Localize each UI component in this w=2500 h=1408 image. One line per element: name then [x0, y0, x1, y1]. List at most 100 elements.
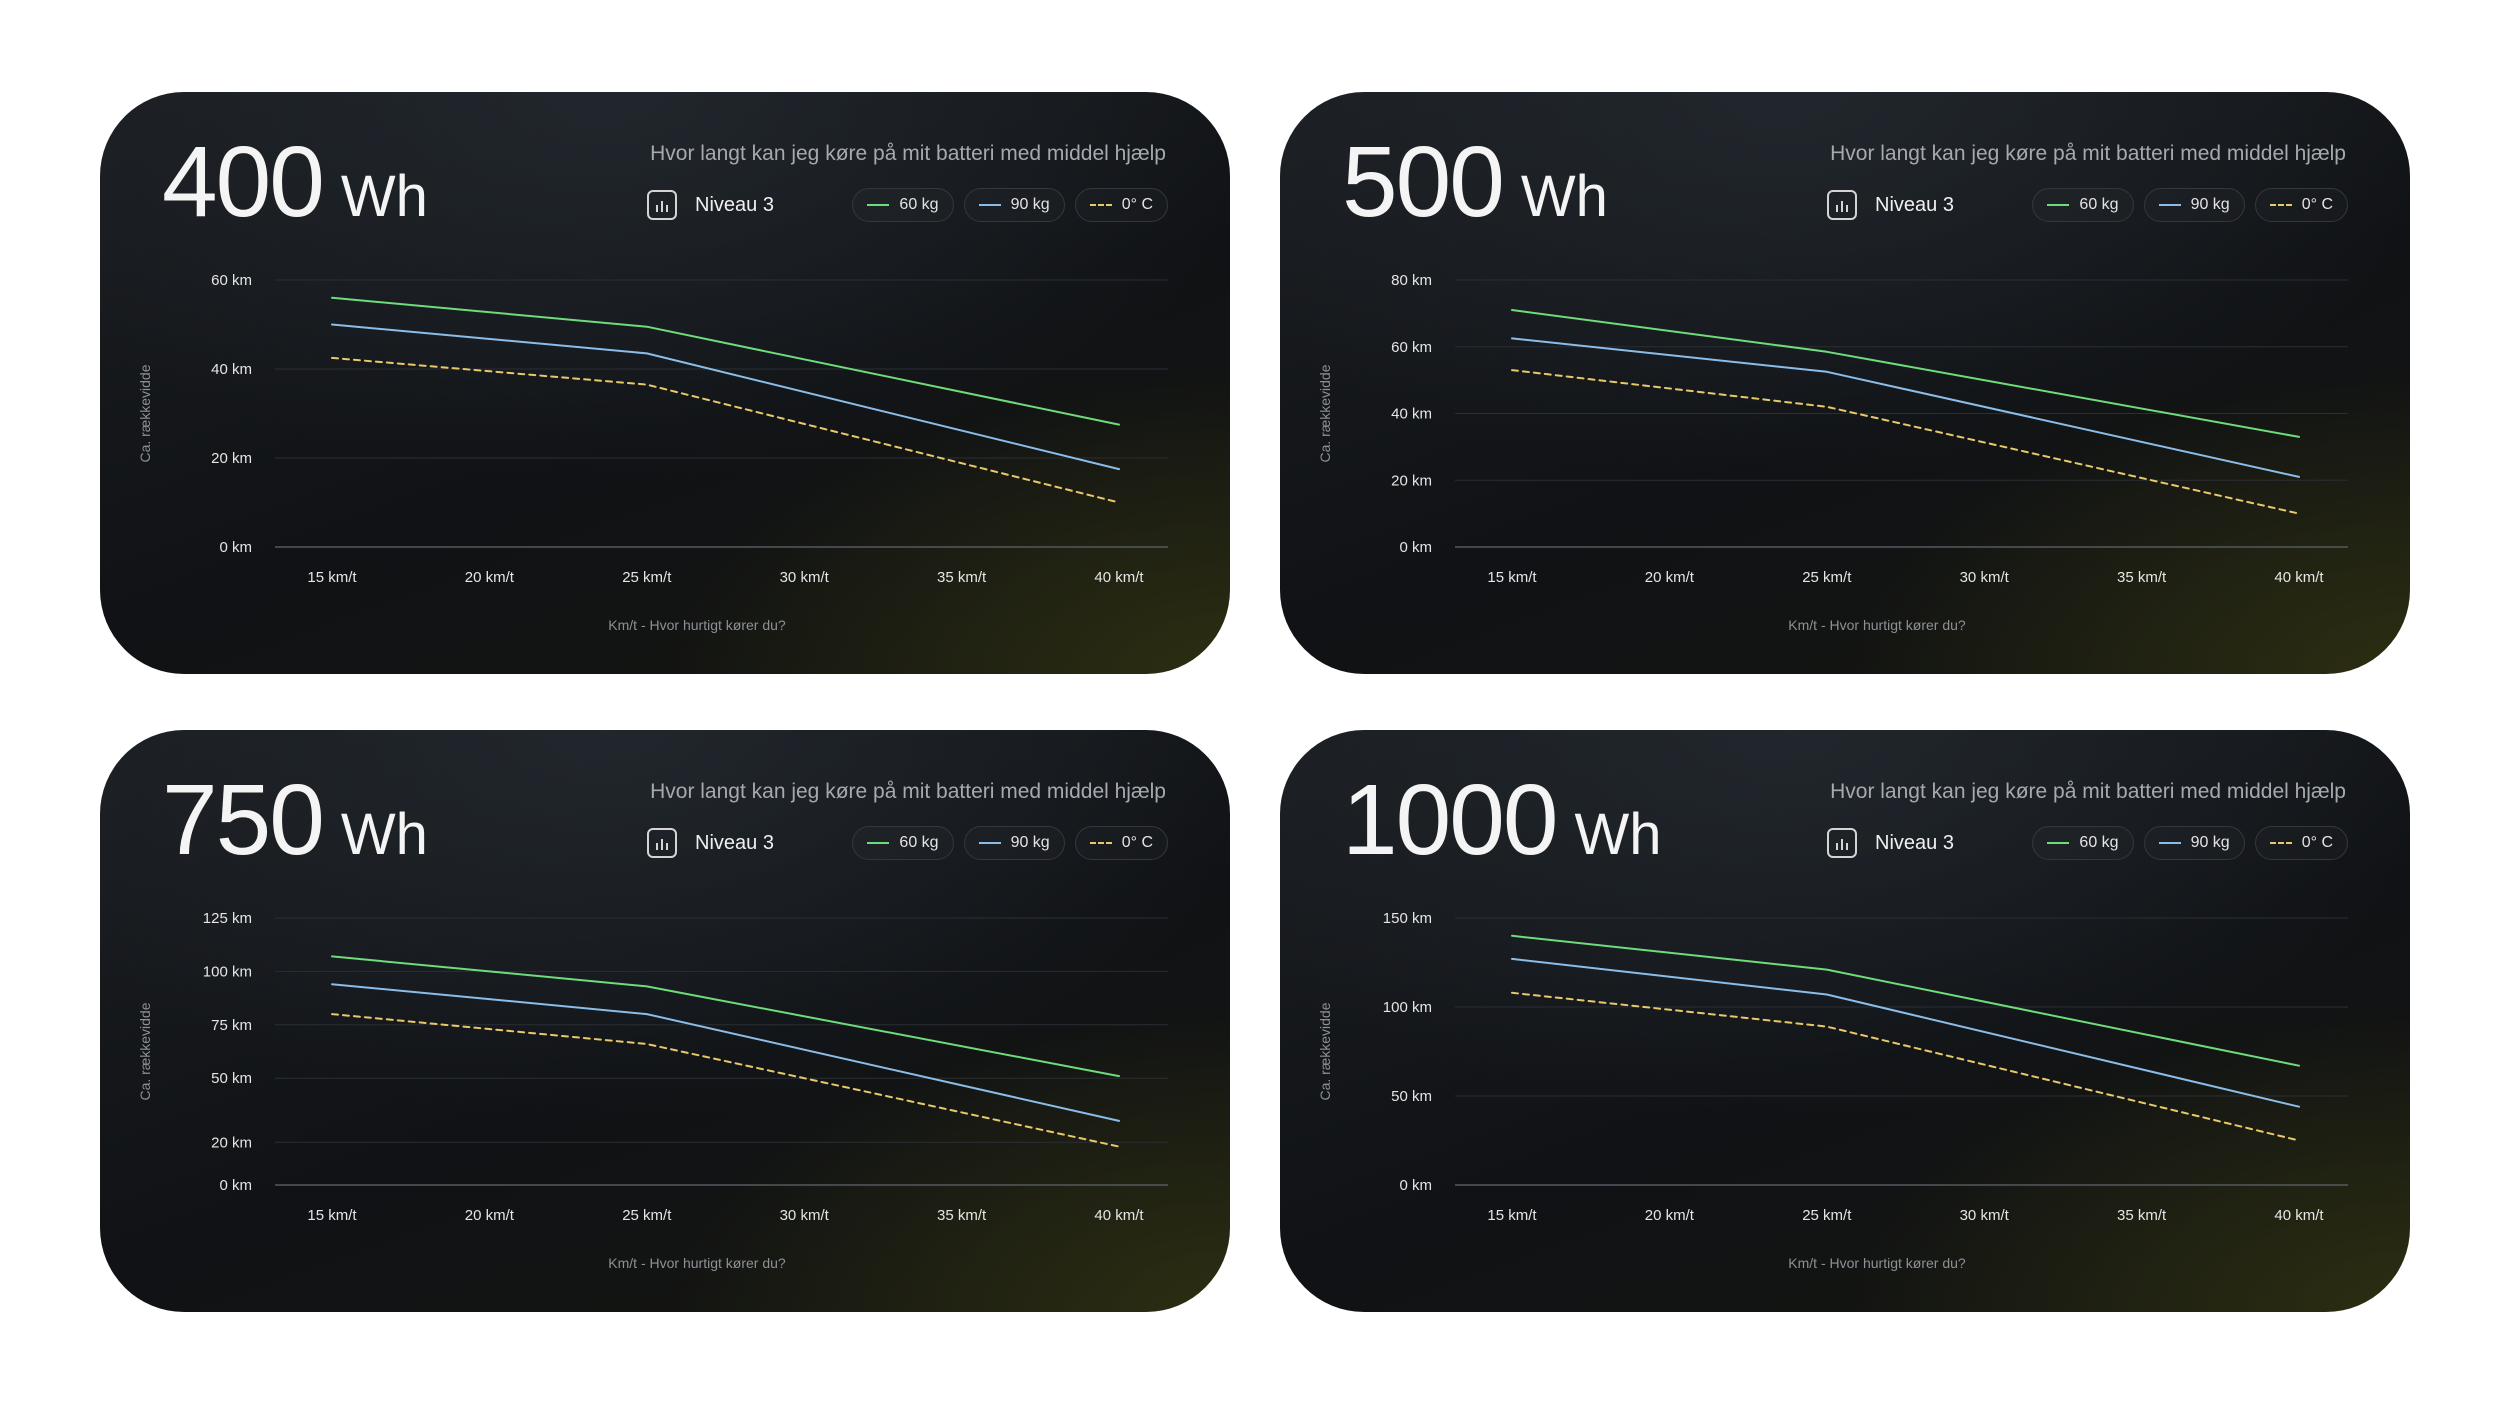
series-line-0c — [1511, 991, 2300, 1142]
legend-item-0c: 0° C — [2254, 188, 2348, 222]
x-tick-label: 40 km/t — [2274, 1207, 2324, 1224]
legend-swatch — [978, 204, 1001, 206]
capacity-heading: 1000 Wh — [1342, 764, 1662, 876]
legend-swatch — [867, 204, 890, 206]
x-tick-label: 15 km/t — [307, 569, 357, 586]
legend-label: 0° C — [2301, 834, 2333, 851]
y-tick-label: 20 km — [211, 1134, 252, 1151]
y-tick-label: 20 km — [211, 450, 252, 467]
legend-label: 60 kg — [899, 834, 939, 851]
chart-title: Hvor langt kan jeg køre på mit batteri m… — [650, 142, 1166, 165]
series-line-90kg — [1511, 337, 2300, 478]
series-line-0c — [331, 1013, 1120, 1148]
legend-swatch — [2047, 842, 2070, 844]
legend-item-90kg: 90 kg — [963, 826, 1065, 860]
x-tick-label: 25 km/t — [1802, 569, 1852, 586]
legend-swatch — [867, 842, 890, 844]
capacity-heading: 400 Wh — [162, 126, 428, 238]
x-tick-label: 40 km/t — [2274, 569, 2324, 586]
series-line-90kg — [1511, 957, 2300, 1108]
series-line-90kg — [331, 983, 1120, 1122]
y-tick-label: 80 km — [1391, 272, 1432, 289]
y-tick-label: 40 km — [211, 361, 252, 378]
y-axis-title: Ca. rækkevidde — [1317, 1002, 1333, 1100]
legend-swatch — [1089, 204, 1112, 206]
legend-swatch — [2158, 842, 2181, 844]
bar-chart-icon — [1827, 190, 1857, 220]
x-tick-label: 35 km/t — [937, 1207, 987, 1224]
x-tick-label: 20 km/t — [1645, 569, 1695, 586]
legend: 60 kg 90 kg 0° C — [852, 826, 1168, 860]
legend-item-90kg: 90 kg — [963, 188, 1065, 222]
x-axis-title: Km/t - Hvor hurtigt kører du? — [1788, 1255, 1966, 1271]
legend-item-60kg: 60 kg — [852, 188, 954, 222]
legend-label: 60 kg — [2079, 196, 2119, 213]
legend-swatch — [2158, 204, 2181, 206]
y-tick-label: 100 km — [203, 963, 252, 980]
assist-level-label: Niveau 3 — [695, 193, 774, 216]
legend-label: 90 kg — [2190, 196, 2230, 213]
legend-label: 0° C — [1121, 196, 1153, 213]
capacity-heading: 750 Wh — [162, 764, 428, 876]
y-axis-title: Ca. rækkevidde — [137, 1002, 153, 1100]
series-line-60kg — [1511, 934, 2300, 1067]
legend-label: 60 kg — [899, 196, 939, 213]
legend-swatch — [2269, 204, 2292, 206]
legend-label: 90 kg — [1010, 196, 1050, 213]
legend-label: 0° C — [2301, 196, 2333, 213]
y-tick-label: 150 km — [1383, 910, 1432, 927]
legend-swatch — [2269, 842, 2292, 844]
y-tick-label: 0 km — [219, 539, 252, 556]
x-tick-label: 20 km/t — [1645, 1207, 1695, 1224]
x-tick-label: 35 km/t — [2117, 569, 2167, 586]
chart-card-400wh: 400 Wh Hvor langt kan jeg køre på mit bat… — [100, 92, 1230, 674]
legend: 60 kg 90 kg 0° C — [2032, 188, 2348, 222]
legend-item-0c: 0° C — [2254, 826, 2348, 860]
capacity-heading: 500 Wh — [1342, 126, 1608, 238]
x-axis-title: Km/t - Hvor hurtigt kører du? — [608, 617, 786, 633]
x-tick-label: 20 km/t — [465, 569, 515, 586]
x-tick-label: 30 km/t — [1960, 1207, 2010, 1224]
series-line-0c — [331, 356, 1120, 504]
assist-level: Niveau 3 — [1827, 188, 1954, 222]
assist-level-label: Niveau 3 — [1875, 193, 1954, 216]
y-axis-title: Ca. rækkevidde — [137, 364, 153, 462]
x-tick-label: 25 km/t — [622, 1207, 672, 1224]
legend-swatch — [1089, 842, 1112, 844]
x-tick-label: 30 km/t — [1960, 569, 2010, 586]
legend-label: 90 kg — [1010, 834, 1050, 851]
legend: 60 kg 90 kg 0° C — [2032, 826, 2348, 860]
legend-label: 0° C — [1121, 834, 1153, 851]
assist-level: Niveau 3 — [647, 826, 774, 860]
legend-item-60kg: 60 kg — [852, 826, 954, 860]
line-chart: 0 km 20 km 50 km 75 km 100 km 125 km 15 km/t 20… — [137, 910, 1168, 1271]
chart-card-1000wh: 1000 Wh Hvor langt kan jeg køre på mit ba… — [1280, 730, 2410, 1312]
legend-item-90kg: 90 kg — [2143, 826, 2245, 860]
legend-item-60kg: 60 kg — [2032, 826, 2134, 860]
series-line-60kg — [331, 296, 1120, 426]
bar-chart-icon — [647, 190, 677, 220]
legend-label: 60 kg — [2079, 834, 2119, 851]
y-tick-label: 50 km — [1391, 1088, 1432, 1105]
y-tick-label: 40 km — [1391, 406, 1432, 423]
y-tick-label: 125 km — [203, 910, 252, 927]
legend-item-90kg: 90 kg — [2143, 188, 2245, 222]
series-line-60kg — [331, 955, 1120, 1078]
line-chart: 0 km 20 km 40 km 60 km 15 km/t 20 km/t 25 km/t… — [137, 272, 1168, 633]
y-tick-label: 60 km — [1391, 339, 1432, 356]
assist-level-label: Niveau 3 — [1875, 831, 1954, 854]
x-tick-label: 15 km/t — [307, 1207, 357, 1224]
x-tick-label: 35 km/t — [2117, 1207, 2167, 1224]
x-tick-label: 40 km/t — [1094, 1207, 1144, 1224]
assist-level-label: Niveau 3 — [695, 831, 774, 854]
x-tick-label: 25 km/t — [622, 569, 672, 586]
x-axis-title: Km/t - Hvor hurtigt kører du? — [1788, 617, 1966, 633]
series-line-0c — [1511, 369, 2300, 515]
y-axis-title: Ca. rækkevidde — [1317, 364, 1333, 462]
legend-item-60kg: 60 kg — [2032, 188, 2134, 222]
chart-title: Hvor langt kan jeg køre på mit batteri m… — [650, 780, 1166, 803]
y-tick-label: 100 km — [1383, 999, 1432, 1016]
x-tick-label: 35 km/t — [937, 569, 987, 586]
y-tick-label: 0 km — [219, 1177, 252, 1194]
chart-title: Hvor langt kan jeg køre på mit batteri m… — [1830, 142, 2346, 165]
